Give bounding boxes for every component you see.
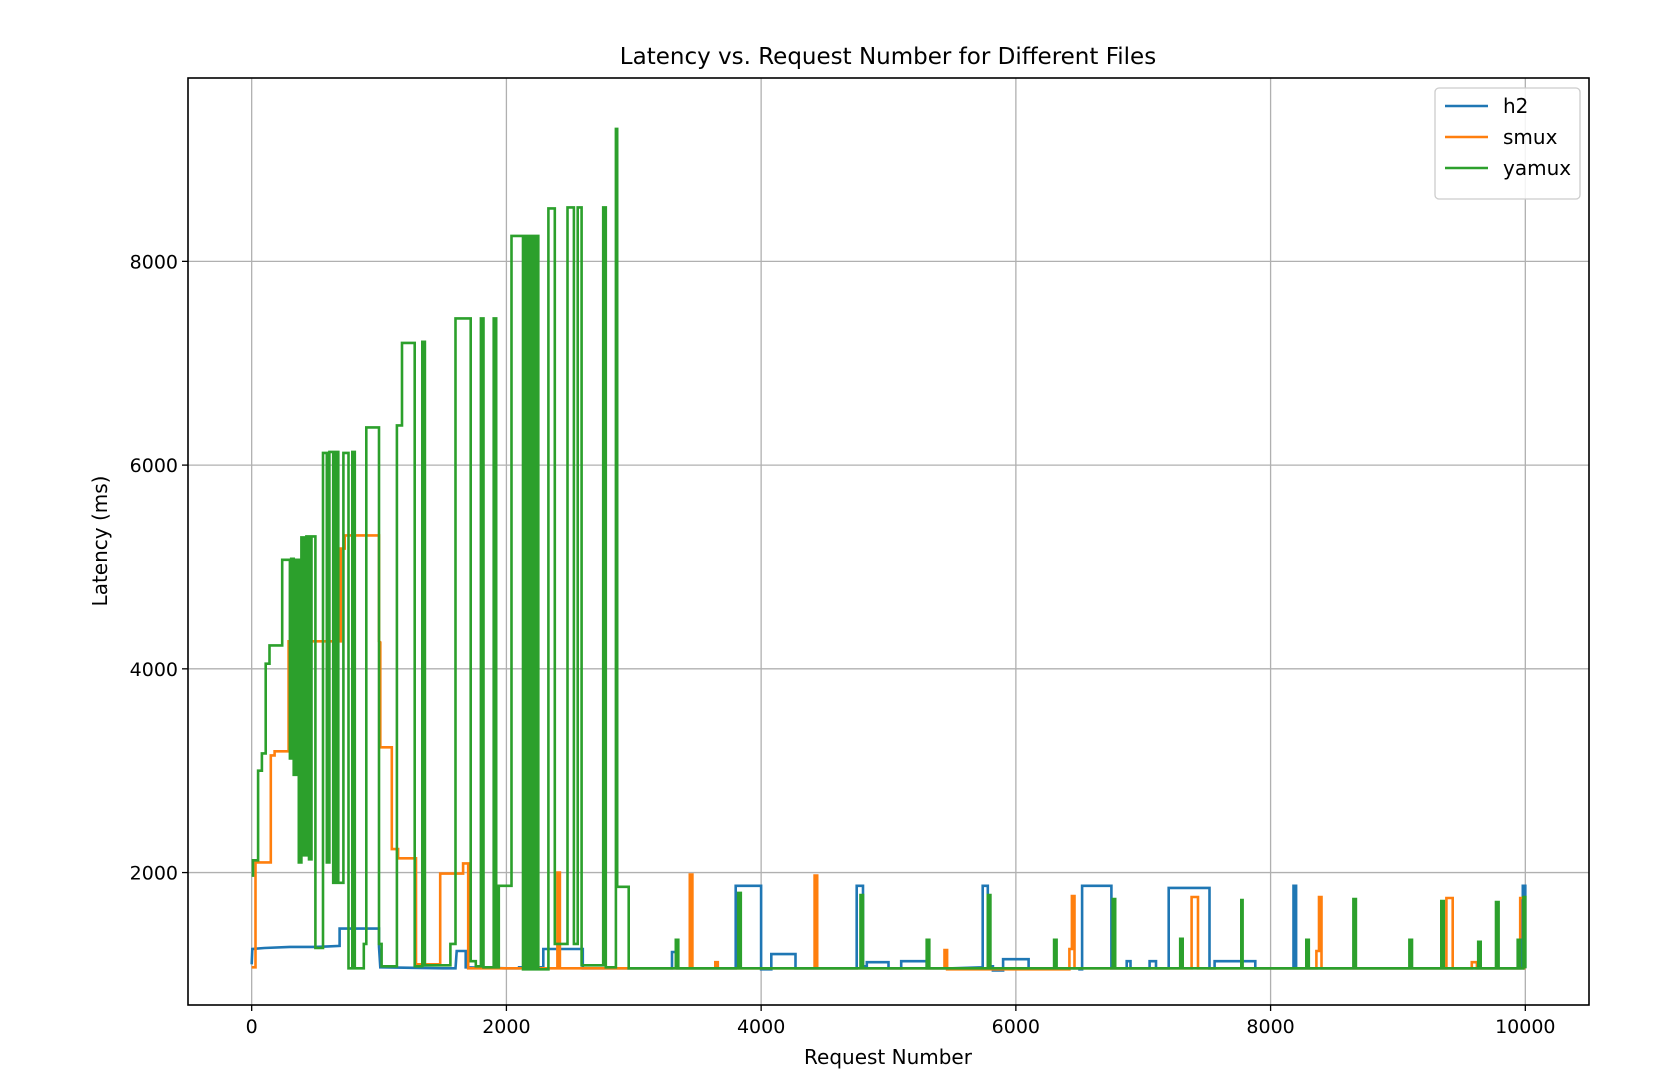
x-axis-label: Request Number [804, 1045, 973, 1069]
legend-label-yamux: yamux [1503, 156, 1571, 180]
series-line-yamux [251, 127, 1527, 971]
x-tick-label: 2000 [482, 1016, 530, 1038]
y-tick-label: 4000 [130, 659, 178, 681]
x-tick-label: 6000 [992, 1016, 1040, 1038]
x-axis-ticks: 0 2000 4000 6000 8000 10000 [246, 1005, 1556, 1038]
x-tick-label: 4000 [737, 1016, 785, 1038]
legend: h2 smux yamux [1434, 87, 1581, 200]
y-tick-label: 8000 [130, 251, 178, 273]
x-tick-label: 8000 [1246, 1016, 1294, 1038]
x-tick-label: 0 [246, 1016, 258, 1038]
plot-series-group [250, 127, 1527, 972]
chart-title: Latency vs. Request Number for Different… [620, 44, 1156, 70]
x-tick-label: 10000 [1495, 1016, 1555, 1038]
y-tick-label: 6000 [130, 455, 178, 477]
legend-box [1434, 87, 1581, 200]
legend-label-h2: h2 [1503, 94, 1528, 118]
y-axis-ticks: 2000 4000 6000 8000 [130, 251, 188, 885]
y-tick-label: 2000 [130, 863, 178, 885]
y-axis-label: Latency (ms) [88, 476, 112, 607]
legend-label-smux: smux [1503, 125, 1558, 149]
plot-frame [187, 77, 1590, 1006]
